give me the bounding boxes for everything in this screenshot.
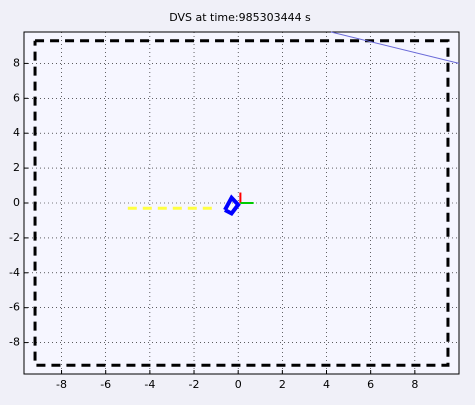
series-line (330, 31, 460, 64)
y-tick-label: 6 (13, 91, 20, 104)
x-tick-label: 6 (367, 378, 374, 391)
y-tick-label: 8 (13, 56, 20, 69)
y-tick-label: 0 (13, 196, 20, 209)
chart-title: DVS at time:985303444 s (169, 11, 311, 24)
x-tick-label: 0 (235, 378, 242, 391)
y-tick-label: -6 (9, 301, 20, 314)
x-tick-label: 2 (279, 378, 286, 391)
series-line (223, 194, 241, 217)
y-tick-label: -4 (9, 266, 20, 279)
x-tick-label: -6 (100, 378, 111, 391)
y-tick-label: 4 (13, 126, 20, 139)
x-tick-label: 8 (411, 378, 418, 391)
x-tick-label: -4 (144, 378, 155, 391)
series-line (33, 39, 450, 367)
x-tick-label: -8 (56, 378, 67, 391)
y-tick-label: -8 (9, 336, 20, 349)
y-tick-label: 2 (13, 161, 20, 174)
x-tick-label: 4 (323, 378, 330, 391)
y-tick-label: -2 (9, 231, 20, 244)
x-tick-label: -2 (189, 378, 200, 391)
